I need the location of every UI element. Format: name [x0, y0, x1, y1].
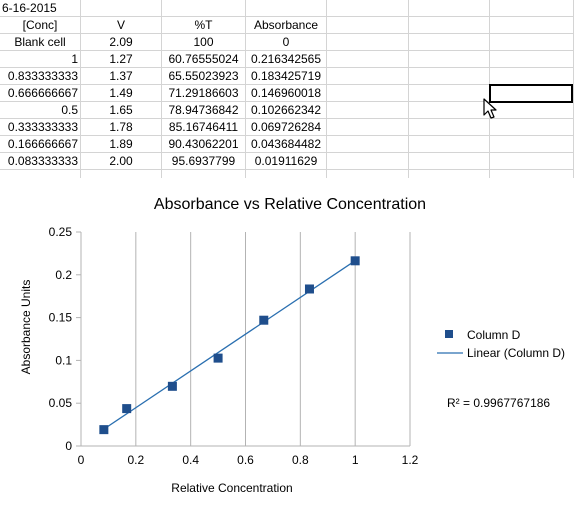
header-conc[interactable]: [Conc]: [22, 18, 58, 32]
x-tick-label: 0: [78, 453, 85, 467]
r-squared-label: R² = 0.9967767186: [447, 396, 550, 410]
header-absorbance[interactable]: Absorbance: [253, 18, 319, 32]
cell-absorbance[interactable]: 0.216342565: [250, 52, 322, 66]
data-point: [304, 284, 314, 294]
x-tick-label: 0.6: [237, 453, 254, 467]
grid-row-line: [0, 16, 574, 17]
grid-column-line: [408, 0, 409, 178]
cell-v[interactable]: 2.00: [109, 154, 133, 168]
grid-row-line: [0, 50, 574, 51]
grid-column-line: [326, 0, 327, 178]
header-percent-t[interactable]: %T: [194, 18, 213, 32]
data-point: [350, 256, 360, 266]
selected-cell-cursor[interactable]: [489, 84, 573, 103]
cell-conc[interactable]: 0.5: [61, 103, 78, 117]
cell-conc[interactable]: Blank cell: [14, 35, 66, 49]
cell-v[interactable]: 1.49: [109, 86, 133, 100]
cell-percent-t[interactable]: 65.55023923: [168, 69, 239, 83]
cell-v[interactable]: 2.09: [109, 35, 133, 49]
cell-conc[interactable]: 0.833333333: [7, 69, 78, 83]
spreadsheet-grid[interactable]: 6-16-2015 [Conc] V %T Absorbance Blank c…: [0, 0, 574, 178]
cell-absorbance[interactable]: 0: [282, 35, 290, 49]
chart-title: Absorbance vs Relative Concentration: [154, 196, 426, 213]
grid-row-line: [0, 169, 574, 170]
y-axis-label: Absorbance Units: [19, 280, 33, 375]
y-tick-label: 0.15: [49, 311, 73, 325]
x-tick-label: 0.4: [182, 453, 199, 467]
cell-v[interactable]: 1.37: [109, 69, 133, 83]
cell-absorbance[interactable]: 0.102662342: [250, 103, 322, 117]
grid-row-line: [0, 152, 574, 153]
data-point: [122, 404, 132, 414]
chart-legend: Column D Linear (Column D): [437, 328, 565, 360]
x-tick-label: 0.2: [127, 453, 144, 467]
y-tick-label: 0.2: [55, 268, 72, 282]
grid-row-line: [0, 101, 574, 102]
chart-tick-labels: 0 0.2 0.4 0.6 0.8 1 1.2 0 0.05 0.1 0.15 0.2 0.25: [49, 225, 419, 467]
grid-row-line: [0, 118, 574, 119]
chart-trendline: [103, 260, 356, 430]
cell-v[interactable]: 1.89: [109, 137, 133, 151]
grid-row-line: [0, 84, 574, 85]
cell-percent-t[interactable]: 60.76555024: [168, 52, 239, 66]
x-tick-label: 1.2: [402, 453, 419, 467]
cell-percent-t[interactable]: 78.94736842: [168, 103, 239, 117]
chart-gridlines: [80, 232, 411, 446]
absorbance-chart: Absorbance vs Relative Concentration 0 0.…: [19, 196, 565, 495]
cell-v[interactable]: 1.78: [109, 120, 133, 134]
legend-label-linear: Linear (Column D): [467, 346, 565, 360]
x-axis-label: Relative Concentration: [171, 481, 292, 495]
cell-conc[interactable]: 0.333333333: [7, 120, 78, 134]
cell-v[interactable]: 1.27: [109, 52, 133, 66]
cell-percent-t[interactable]: 100: [193, 35, 214, 49]
header-v[interactable]: V: [116, 18, 125, 32]
data-point: [167, 381, 177, 391]
cell-absorbance[interactable]: 0.183425719: [250, 69, 322, 83]
grid-column-line: [161, 0, 162, 178]
date-cell[interactable]: 6-16-2015: [2, 1, 57, 15]
cell-percent-t[interactable]: 90.43062201: [168, 137, 239, 151]
cell-conc[interactable]: 0.666666667: [7, 86, 78, 100]
grid-column-line: [245, 0, 246, 178]
data-point: [213, 353, 223, 363]
cell-percent-t[interactable]: 71.29186603: [168, 86, 239, 100]
legend-label-column-d: Column D: [467, 328, 521, 342]
cell-v[interactable]: 1.65: [109, 103, 133, 117]
cell-absorbance[interactable]: 0.146960018: [250, 86, 322, 100]
chart-axes: [76, 231, 410, 447]
grid-row-line: [0, 135, 574, 136]
cell-conc[interactable]: 0.083333333: [7, 154, 78, 168]
y-tick-label: 0.25: [49, 225, 73, 239]
trendline: [103, 260, 356, 430]
cell-absorbance[interactable]: 0.069726284: [250, 120, 322, 134]
cell-conc[interactable]: 0.166666667: [7, 137, 78, 151]
x-tick-label: 0.8: [292, 453, 309, 467]
x-tick-label: 1: [352, 453, 359, 467]
chart-points: [99, 256, 360, 435]
data-point: [259, 315, 269, 325]
cell-absorbance[interactable]: 0.043684482: [250, 137, 322, 151]
cell-percent-t[interactable]: 85.16746411: [168, 120, 239, 134]
data-point: [99, 425, 109, 435]
y-tick-label: 0.05: [49, 396, 73, 410]
y-tick-label: 0.1: [55, 353, 72, 367]
mouse-pointer-icon: [483, 98, 497, 119]
grid-row-line: [0, 33, 574, 34]
y-tick-label: 0: [65, 439, 72, 453]
cell-absorbance[interactable]: 0.01911629: [254, 154, 318, 168]
grid-row-line: [0, 67, 574, 68]
legend-marker-column-d: [445, 330, 453, 338]
cell-conc[interactable]: 1: [71, 52, 78, 66]
grid-column-line: [80, 0, 81, 178]
cell-percent-t[interactable]: 95.6937799: [171, 154, 236, 168]
